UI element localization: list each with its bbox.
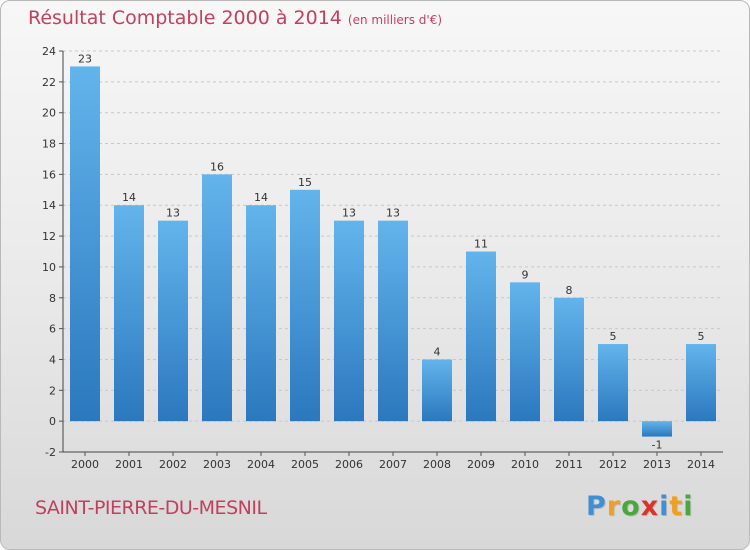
y-tick-label: 22 bbox=[42, 76, 56, 89]
chart-unit-note: (en milliers d'€) bbox=[347, 13, 443, 27]
x-tick-label: 2014 bbox=[687, 458, 715, 471]
data-label-2008: 4 bbox=[434, 345, 441, 358]
y-tick-label: 2 bbox=[49, 384, 56, 397]
bar-2003 bbox=[202, 174, 232, 422]
y-tick-label: 20 bbox=[42, 107, 56, 120]
x-tick-label: 2002 bbox=[159, 458, 187, 471]
bar-2008 bbox=[422, 359, 452, 422]
bar-2004 bbox=[246, 205, 276, 422]
y-tick-label: 24 bbox=[42, 45, 56, 58]
data-label-2012: 5 bbox=[610, 330, 617, 343]
data-label-2014: 5 bbox=[698, 330, 705, 343]
data-label-2006: 13 bbox=[342, 207, 356, 220]
bar-2012 bbox=[598, 344, 628, 422]
logo-letter: i bbox=[659, 491, 670, 522]
data-label-2004: 14 bbox=[254, 191, 268, 204]
bar-2006 bbox=[334, 220, 364, 422]
commune-name: SAINT-PIERRE-DU-MESNIL bbox=[35, 497, 267, 519]
y-tick-label: 8 bbox=[49, 292, 56, 305]
y-tick-label: 14 bbox=[42, 199, 56, 212]
y-tick-label: 4 bbox=[49, 353, 56, 366]
data-label-2001: 14 bbox=[122, 191, 136, 204]
bar-2011 bbox=[554, 297, 584, 422]
bar-2000 bbox=[70, 66, 100, 422]
chart-title: Résultat Comptable 2000 à 2014 bbox=[28, 7, 342, 29]
x-tick-label: 2001 bbox=[115, 458, 143, 471]
logo-letter: o bbox=[621, 491, 641, 522]
y-tick-label: 16 bbox=[42, 168, 56, 181]
x-tick-label: 2010 bbox=[511, 458, 539, 471]
x-tick-label: 2006 bbox=[335, 458, 363, 471]
y-tick-label: -2 bbox=[45, 446, 56, 459]
logo-letter: x bbox=[640, 491, 660, 522]
data-label-2005: 15 bbox=[298, 176, 312, 189]
x-tick-label: 2004 bbox=[247, 458, 275, 471]
chart-title-row: Résultat Comptable 2000 à 2014 (en millie… bbox=[28, 7, 442, 29]
x-tick-label: 2012 bbox=[599, 458, 627, 471]
bar-2014 bbox=[686, 344, 716, 422]
logo-letter: i bbox=[683, 491, 694, 522]
x-tick-label: 2007 bbox=[379, 458, 407, 471]
x-tick-label: 2005 bbox=[291, 458, 319, 471]
data-label-2000: 23 bbox=[78, 52, 92, 65]
y-tick-label: 0 bbox=[49, 415, 56, 428]
y-tick-label: 10 bbox=[42, 261, 56, 274]
x-tick-label: 2013 bbox=[643, 458, 671, 471]
bar-2009 bbox=[466, 251, 496, 422]
bar-2002 bbox=[158, 220, 188, 422]
logo-letter: t bbox=[669, 491, 684, 522]
proxiti-logo: Proxiti bbox=[586, 491, 694, 522]
y-tick-label: 18 bbox=[42, 138, 56, 151]
bar-2001 bbox=[114, 205, 144, 422]
bar-2013 bbox=[642, 421, 672, 437]
data-label-2009: 11 bbox=[474, 238, 488, 251]
data-label-2011: 8 bbox=[566, 284, 573, 297]
bar-2007 bbox=[378, 220, 408, 422]
logo-letter: r bbox=[606, 491, 622, 522]
logo-letter: P bbox=[586, 491, 607, 522]
bar-2005 bbox=[290, 189, 320, 422]
x-tick-label: 2003 bbox=[203, 458, 231, 471]
y-tick-label: 12 bbox=[42, 230, 56, 243]
bar-2010 bbox=[510, 282, 540, 422]
y-tick-label: 6 bbox=[49, 323, 56, 336]
data-label-2007: 13 bbox=[386, 207, 400, 220]
x-tick-label: 2008 bbox=[423, 458, 451, 471]
x-tick-label: 2000 bbox=[71, 458, 99, 471]
data-label-2013: -1 bbox=[652, 439, 663, 452]
x-tick-label: 2011 bbox=[555, 458, 583, 471]
x-tick-label: 2009 bbox=[467, 458, 495, 471]
data-label-2010: 9 bbox=[522, 268, 529, 281]
data-label-2003: 16 bbox=[210, 160, 224, 173]
data-label-2002: 13 bbox=[166, 207, 180, 220]
